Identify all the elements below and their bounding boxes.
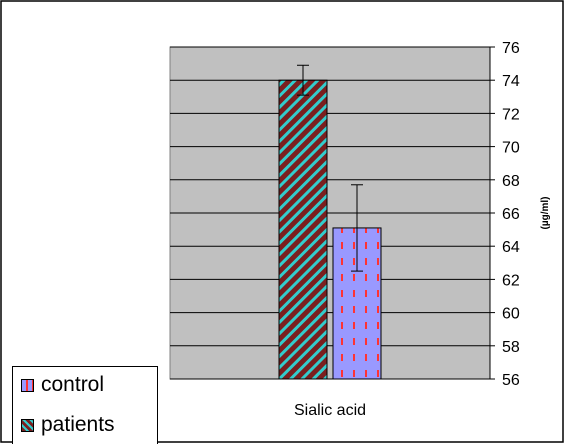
y-axis-label: (µg/ml): [540, 197, 551, 230]
bar-patients: [278, 79, 328, 380]
y-ticks: 56 58 60 62 64 66 68 70 72 74 76: [490, 40, 520, 389]
y-tick-label: 64: [502, 239, 520, 256]
dotted-purple-swatch-icon: [21, 378, 34, 392]
y-tick-label: 60: [502, 306, 520, 323]
x-category-label: Sialic acid: [294, 402, 366, 419]
y-tick-label: 62: [502, 272, 520, 289]
legend-item-patients: patients: [21, 413, 115, 437]
y-tick-label: 70: [502, 140, 520, 157]
y-tick-label: 76: [502, 40, 520, 57]
legend-label-patients: patients: [41, 413, 115, 436]
y-tick-label: 66: [502, 206, 520, 223]
error-bars: [297, 64, 363, 272]
y-tick-label: 58: [502, 339, 520, 356]
bars: [278, 79, 382, 380]
striped-maroon-cyan-swatch-icon: [21, 418, 34, 432]
legend-label-control: control: [41, 373, 105, 396]
legend-item-control: control: [21, 373, 104, 397]
gridlines: [170, 46, 490, 380]
y-tick-label: 74: [502, 73, 520, 90]
legend: control patients: [12, 366, 158, 444]
y-tick-label: 68: [502, 173, 520, 190]
y-tick-label: 72: [502, 106, 520, 123]
y-tick-label: 56: [502, 372, 520, 389]
